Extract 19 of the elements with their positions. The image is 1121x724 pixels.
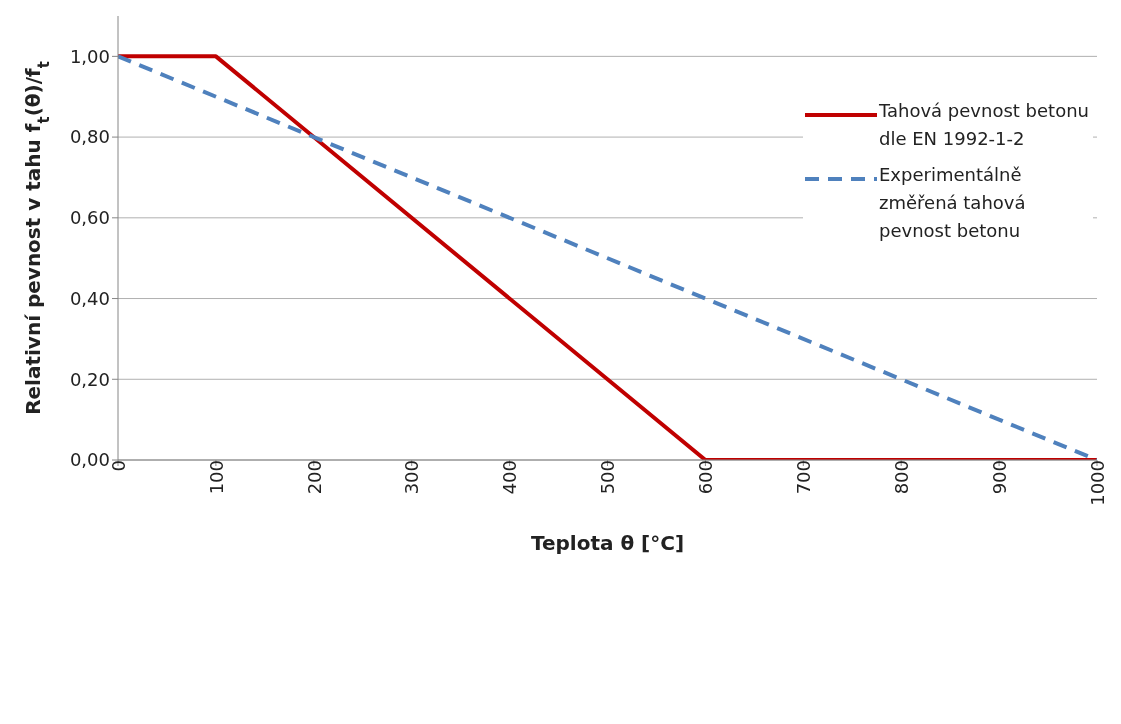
- x-tick-label: 100: [205, 460, 227, 495]
- y-tick-label: 1,00: [69, 45, 110, 67]
- y-tick-label: 0,00: [69, 449, 110, 471]
- y-tick-label: 0,80: [69, 126, 110, 148]
- x-tick-label: 800: [890, 460, 912, 495]
- legend-label: Experimentálně změřená tahová pevnost betonu: [879, 163, 1027, 243]
- y-tick-label: 0,20: [69, 368, 110, 390]
- y-tick-label: 0,60: [69, 207, 110, 229]
- x-tick-label: 500: [597, 460, 619, 495]
- x-tick-label: 1000: [1086, 460, 1108, 506]
- x-axis-title: Teplota θ [°C]: [530, 531, 685, 555]
- x-tick-label: 900: [988, 460, 1010, 495]
- legend-label: Tahová pevnost betonu dle EN 1992-1-2: [879, 99, 1090, 151]
- x-tick-label: 400: [499, 460, 521, 495]
- x-tick-label: 600: [695, 460, 717, 495]
- x-tick-label: 300: [401, 460, 423, 495]
- x-tick-label: 700: [793, 460, 815, 495]
- y-tick-label: 0,40: [69, 287, 110, 309]
- x-tick-label: 200: [303, 460, 325, 495]
